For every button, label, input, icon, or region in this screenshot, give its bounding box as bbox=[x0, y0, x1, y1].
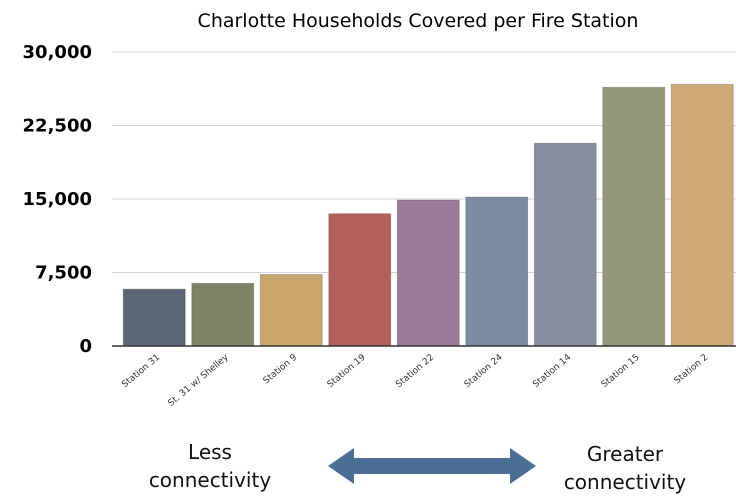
x-axis-ticks: Station 31 St. 31 w/ Shelley Station 9 Stat… bbox=[120, 352, 710, 409]
x-tick-label: Station 9 bbox=[262, 352, 300, 386]
x-tick-label: Station 14 bbox=[531, 352, 573, 390]
less-connectivity-label: Less connectivity bbox=[130, 438, 290, 494]
y-tick-label: 0 bbox=[79, 336, 92, 357]
greater-connectivity-line2: connectivity bbox=[563, 470, 687, 494]
x-tick-label: Station 2 bbox=[673, 353, 711, 387]
greater-connectivity-label: Greater connectivity bbox=[545, 440, 705, 496]
y-tick-label: 22,500 bbox=[23, 116, 92, 137]
bar bbox=[396, 199, 460, 347]
y-axis-ticks: 0 7,500 15,000 22,500 30,000 bbox=[23, 42, 92, 357]
bar bbox=[533, 142, 597, 347]
bars bbox=[122, 83, 734, 347]
y-tick-label: 15,000 bbox=[23, 189, 92, 210]
x-tick-label: Station 24 bbox=[463, 352, 505, 390]
arrow-shape bbox=[328, 448, 536, 484]
bar bbox=[259, 273, 323, 347]
double-headed-arrow-icon bbox=[328, 448, 536, 484]
less-connectivity-line1: Less bbox=[188, 440, 232, 464]
chart-title: Charlotte Households Covered per Fire St… bbox=[198, 10, 639, 32]
chart: Charlotte Households Covered per Fire St… bbox=[23, 10, 736, 409]
greater-connectivity-line1: Greater bbox=[586, 442, 664, 466]
bar bbox=[122, 288, 186, 347]
bar bbox=[328, 213, 392, 347]
x-tick-label: Station 31 bbox=[120, 353, 162, 390]
x-tick-label: Station 15 bbox=[600, 353, 642, 390]
x-tick-label: St. 31 w/ Shelley bbox=[167, 352, 232, 409]
bar bbox=[465, 196, 529, 347]
bar bbox=[670, 83, 734, 347]
y-tick-label: 7,500 bbox=[35, 263, 92, 284]
bar bbox=[602, 86, 666, 347]
x-tick-label: Station 19 bbox=[326, 352, 368, 390]
less-connectivity-line2: connectivity bbox=[148, 468, 272, 492]
y-tick-label: 30,000 bbox=[23, 42, 92, 63]
bar bbox=[191, 282, 255, 347]
x-tick-label: Station 22 bbox=[394, 353, 436, 390]
